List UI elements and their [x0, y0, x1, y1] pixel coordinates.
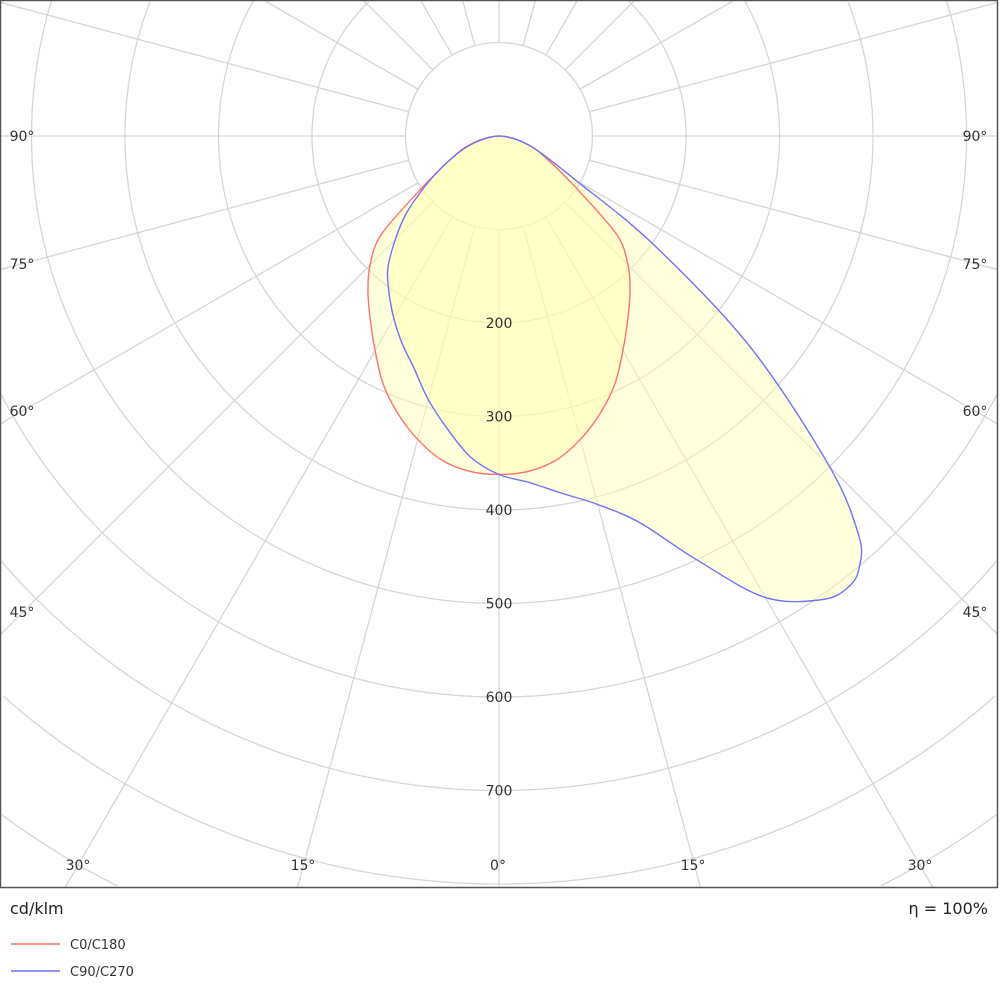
angle-tick-label: 60° — [10, 404, 35, 420]
angle-tick-label: 15° — [291, 858, 316, 874]
legend-label-c90: C90/C270 — [70, 965, 134, 980]
radial-grid-line — [579, 182, 998, 425]
unit-label: cd/klm — [10, 899, 64, 918]
fill-c90-c270 — [387, 136, 862, 602]
angle-tick-label: 60° — [963, 404, 988, 420]
radial-tick-labels: 200 300 400 500 600 700 — [486, 316, 513, 800]
angle-tick-label: 45° — [10, 605, 35, 621]
ring-grid-line — [30, 1, 499, 605]
radial-tick-label: 700 — [486, 784, 513, 800]
radial-grid-line — [522, 226, 701, 888]
radial-grid-line — [64, 216, 453, 888]
radial-grid-line — [0, 1, 409, 113]
angle-tick-label: 90° — [10, 129, 35, 145]
ring-grid-line — [499, 695, 996, 885]
angle-tick-label: 90° — [963, 129, 988, 145]
angle-tick-label: 0° — [490, 858, 506, 874]
ring-grid-line — [124, 1, 499, 511]
ring-grid-line — [499, 1, 874, 511]
angle-tick-label: 45° — [963, 605, 988, 621]
ring-grid-line — [880, 814, 997, 887]
legend: C0/C180 C90/C270 — [11, 938, 134, 980]
radial-grid-line — [297, 226, 476, 888]
ring-grid-line — [499, 0, 781, 418]
radial-tick-label: 200 — [486, 316, 513, 332]
ring-grid-line — [499, 394, 998, 698]
radial-grid-line — [545, 0, 578, 56]
ring-grid-line — [2, 695, 499, 885]
fill-c0-c180 — [367, 136, 631, 475]
ring-grid-line — [499, 1, 968, 605]
radial-grid-line — [0, 182, 419, 425]
angle-tick-label: 30° — [66, 858, 91, 874]
radial-grid-line — [363, 0, 434, 71]
chart-frame — [0, 0, 999, 889]
ring-grid-line — [499, 560, 998, 792]
curve-c90-c270 — [386, 135, 863, 603]
radial-grid-line — [564, 0, 635, 71]
radial-grid-line — [545, 216, 934, 888]
radial-tick-label: 500 — [486, 597, 513, 613]
angle-tick-labels: 90° 75° 60° 45° 30° 15° 0° 15° 30° 45° 60° 75° 90° — [10, 129, 988, 874]
radial-grid-line — [0, 201, 434, 635]
efficiency-label: η = 100% — [909, 899, 988, 918]
radial-grid-line — [579, 0, 734, 90]
ring-grid-line — [0, 560, 499, 792]
angle-tick-label: 30° — [908, 858, 933, 874]
ring-grid-line — [1, 814, 118, 887]
angle-tick-label: 75° — [963, 257, 988, 273]
radial-grid-line — [420, 0, 453, 56]
radial-grid-line — [589, 159, 998, 271]
radial-grid-line — [0, 159, 409, 271]
radial-tick-label: 400 — [486, 503, 513, 519]
radial-grid-line — [522, 0, 536, 46]
legend-label-c0: C0/C180 — [70, 938, 126, 953]
angle-tick-label: 15° — [681, 858, 706, 874]
ring-grid-line — [404, 41, 594, 231]
ring-grid-line — [217, 0, 499, 418]
polar-grid — [0, 0, 998, 888]
ring-grid-line — [311, 1, 499, 324]
radial-grid-line — [264, 0, 419, 90]
radial-tick-label: 600 — [486, 690, 513, 706]
angle-tick-label: 75° — [10, 257, 35, 273]
radial-tick-label: 300 — [486, 410, 513, 426]
radial-grid-line — [462, 0, 476, 46]
radial-grid-line — [589, 1, 998, 113]
ring-grid-line — [0, 394, 499, 698]
intensity-curves — [367, 135, 863, 603]
radial-grid-line — [564, 201, 998, 635]
ring-grid-line — [499, 1, 687, 324]
